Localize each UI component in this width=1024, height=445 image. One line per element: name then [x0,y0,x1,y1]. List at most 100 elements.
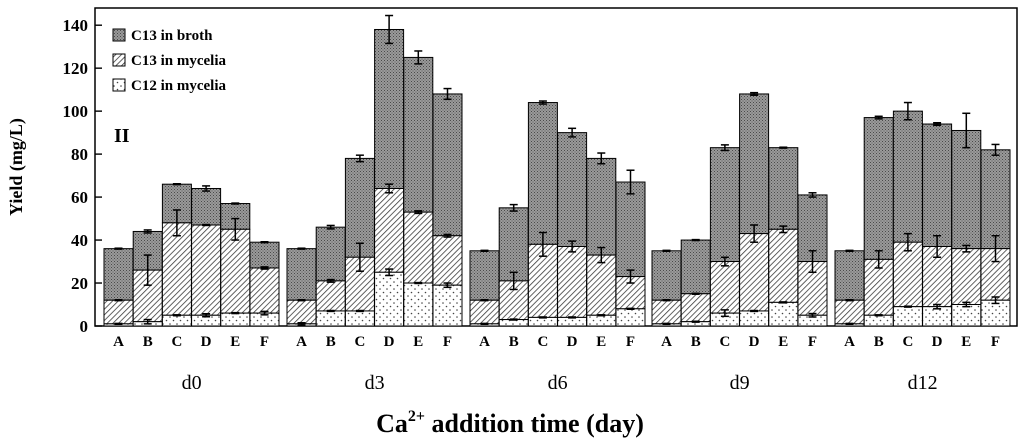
bar-c13-mycelia [892,241,923,308]
bars-layer [103,14,1011,327]
bar-c13-broth [469,250,500,301]
bar-c12-mycelia [403,282,434,327]
bar-c13-mycelia [249,267,280,314]
category-label: F [808,334,817,350]
bar-c13-mycelia [432,235,463,286]
y-tick-label: 80 [71,145,88,164]
bar-c13-broth [374,28,405,189]
category-label: C [354,334,365,350]
bar-c13-broth [709,147,740,263]
x-axis-title-rest: addition time (day) [425,409,644,438]
x-axis-title-base: Ca [376,409,408,438]
bar-c13-broth [892,110,923,243]
bar-c12-mycelia [980,299,1011,327]
bar-c12-mycelia [432,284,463,327]
bar-c13-mycelia [834,299,865,325]
category-label: B [874,334,884,350]
bar-c12-mycelia [161,314,192,327]
bar-c13-broth [344,157,375,258]
bar-c13-mycelia [220,228,251,314]
bar-c13-broth [498,207,529,282]
y-tick-label: 0 [80,317,89,336]
category-label: B [143,334,153,350]
category-label: C [719,334,730,350]
category-label: D [749,334,760,350]
bar-c13-mycelia [586,254,617,316]
bar-c12-mycelia [527,316,558,327]
bar-c12-mycelia [315,310,346,327]
bar-c13-broth [739,93,770,235]
category-label: C [902,334,913,350]
category-label: F [260,334,269,350]
y-tick-label: 100 [63,102,89,121]
group-labels: d0 d3 d6 d9 d12 [182,372,938,394]
bar-c13-broth [315,226,346,282]
category-label: A [296,334,307,350]
bar-c13-broth [286,248,317,301]
x-axis-title-sup: 2+ [408,408,425,425]
bar-c12-mycelia [768,301,799,327]
bar-c12-mycelia [220,312,251,327]
bar-c13-broth [403,56,434,213]
group-label: d0 [182,372,202,394]
group-label: d3 [365,372,385,394]
y-tick-label: 140 [63,16,89,35]
category-label: A [844,334,855,350]
bar-c13-mycelia [768,228,799,303]
category-label: A [479,334,490,350]
bar-c13-broth [768,147,799,230]
category-label: F [626,334,635,350]
category-label: D [384,334,395,350]
y-tick-label: 40 [71,231,88,250]
category-label: F [991,334,1000,350]
bar-c13-mycelia [651,299,682,325]
bar-c12-mycelia [344,310,375,327]
legend-label-c13-mycelia: C13 in mycelia [131,53,226,69]
category-label: D [201,334,212,350]
bar-c12-mycelia [951,304,982,327]
category-label: A [113,334,124,350]
bar-c13-broth [586,157,617,256]
category-label: B [509,334,519,350]
bar-c13-mycelia [374,187,405,273]
category-label: E [961,334,971,350]
bar-c12-mycelia [863,314,894,327]
y-tick-label: 60 [71,188,88,207]
bar-c13-mycelia [739,233,770,312]
bar-c13-broth [834,250,865,301]
bar-c13-broth [557,132,588,248]
bar-c13-broth [863,117,894,260]
x-axis-title: Ca2+ addition time (day) [376,408,644,438]
category-label: E [778,334,788,350]
legend-swatch-c13-mycelia [112,53,126,67]
bar-c12-mycelia [739,310,770,327]
y-axis-title: Yield (mg/L) [6,118,27,216]
bar-c13-broth [980,149,1011,250]
legend-swatch-broth [112,28,126,42]
bar-c13-mycelia [709,261,740,314]
category-label: C [537,334,548,350]
bar-c13-mycelia [557,246,588,318]
category-label: E [230,334,240,350]
bar-c13-mycelia [161,222,192,316]
group-label: d6 [548,372,568,394]
legend: C13 in broth C13 in mycelia C12 in mycel… [112,28,226,94]
y-tick-label: 120 [63,59,89,78]
bar-c13-mycelia [680,293,711,323]
bar-c13-broth [922,123,953,247]
bar-c12-mycelia [374,271,405,327]
bar-c12-mycelia [892,306,923,327]
y-axis: 0 20 40 60 80 100 120 140 [63,16,102,336]
bar-c13-mycelia [191,224,222,316]
legend-label-broth: C13 in broth [131,28,213,44]
bar-c13-broth [951,129,982,250]
bar-c13-broth [527,102,558,245]
legend-swatch-c12-mycelia [112,78,126,92]
group-label: d12 [908,372,938,394]
bar-c13-mycelia [403,211,434,284]
bar-c12-mycelia [586,314,617,327]
category-label: E [413,334,423,350]
bar-c13-mycelia [469,299,500,325]
